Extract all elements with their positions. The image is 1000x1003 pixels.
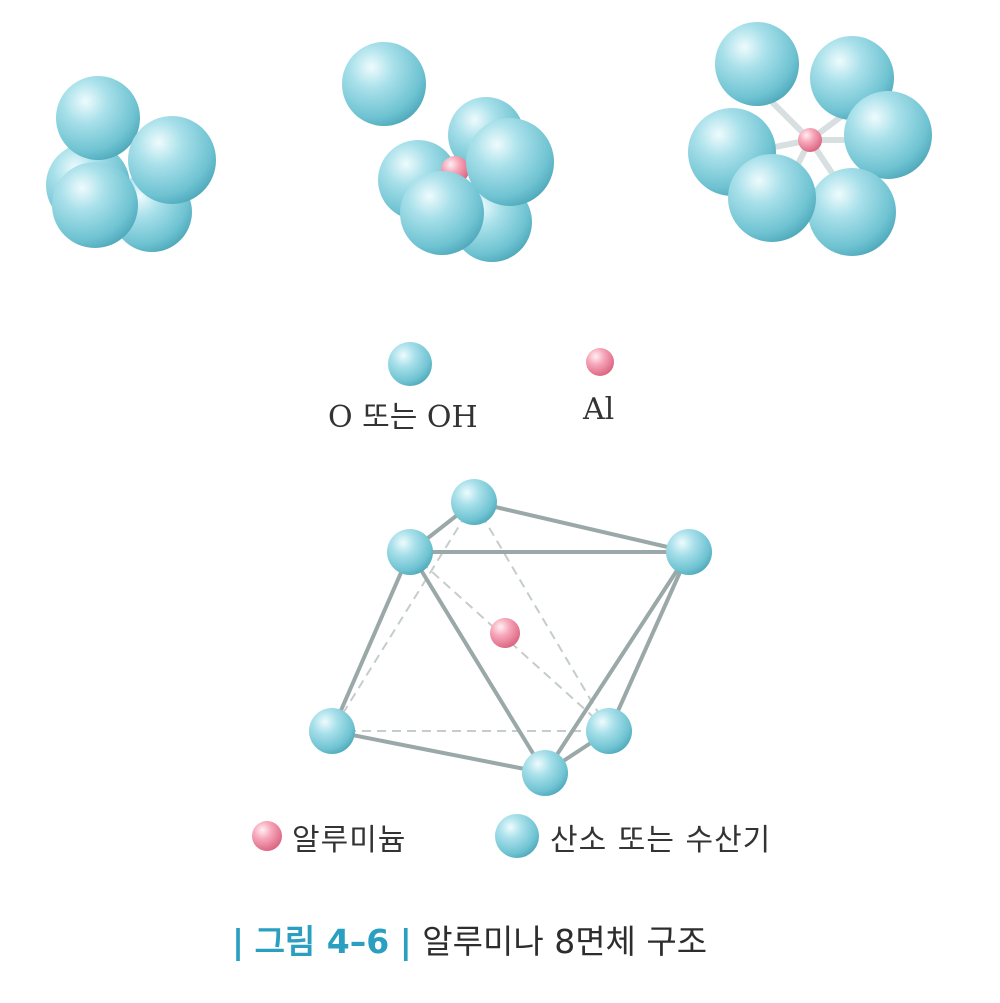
vertex-oxygen-sphere <box>387 529 433 575</box>
hidden-edges <box>331 501 610 732</box>
oxygen-sphere <box>466 118 554 206</box>
oxygen-sphere <box>715 22 799 106</box>
aluminum-sphere <box>798 128 822 152</box>
figure-title: 알루미나 8면체 구조 <box>422 922 708 961</box>
legend-aluminum-sphere <box>586 348 614 376</box>
legend-oxygen-sphere <box>388 342 432 386</box>
oxygen-sphere <box>728 154 816 242</box>
visible-edges <box>330 500 691 775</box>
oxygen-sphere <box>128 116 216 204</box>
vertex-oxygen-sphere <box>586 708 632 754</box>
legend-oxygen-label-ko: 산소 또는 수산기 <box>550 823 772 858</box>
central-aluminum-sphere <box>490 618 520 648</box>
octahedron-wireframe <box>309 479 712 796</box>
figure-number: 그림 4–6 <box>254 922 390 961</box>
legend-aluminum-sphere-bottom <box>252 821 282 851</box>
legend-aluminum-label: Al <box>583 392 615 427</box>
oxygen-sphere <box>56 76 140 160</box>
caption-bar-left: | <box>232 922 245 961</box>
oxygen-sphere <box>52 162 138 248</box>
oxygen-cluster-packed <box>46 76 216 252</box>
legend-oxygen-label: O 또는 OH <box>328 400 478 435</box>
legend-oxygen-sphere-bottom <box>495 814 539 858</box>
legend-aluminum-label-ko: 알루미늄 <box>292 823 407 858</box>
figure-caption: | 그림 4–6 | 알루미나 8면체 구조 <box>232 915 707 963</box>
oxygen-sphere <box>400 171 484 255</box>
oxygen-sphere <box>342 42 426 126</box>
oxygen-sphere <box>844 91 932 179</box>
oxygen-sphere <box>808 168 896 256</box>
vertex-oxygen-sphere <box>522 750 568 796</box>
vertex-oxygen-sphere <box>309 708 355 754</box>
caption-bar-right: | <box>399 922 412 961</box>
vertex-oxygen-sphere <box>666 529 712 575</box>
vertex-oxygen-sphere <box>451 479 497 525</box>
oxygen-cluster-exploded <box>688 22 932 256</box>
oxygen-cluster-opening <box>342 42 554 262</box>
